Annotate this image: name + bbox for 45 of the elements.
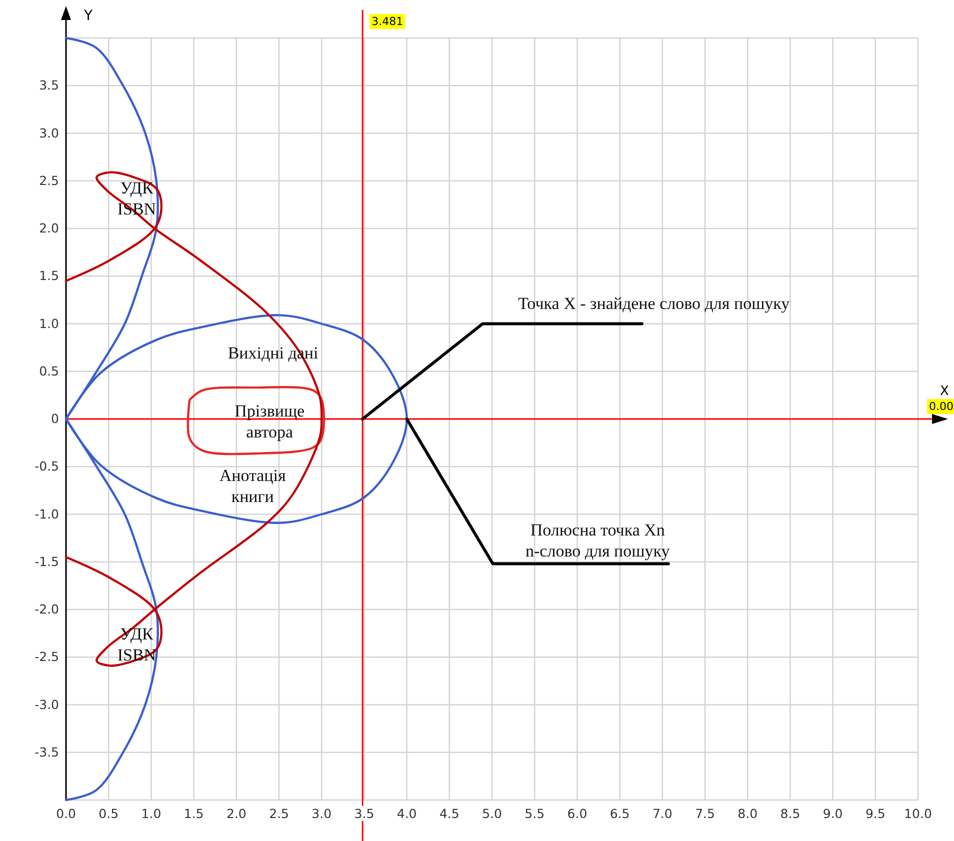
- y-tick-label: -3.0: [34, 696, 60, 712]
- x-tick-label: 5.5: [524, 806, 545, 821]
- y-tick-label: 0: [51, 411, 60, 426]
- x-tick-label: 9.5: [865, 806, 886, 821]
- x-tick-label: 2.5: [269, 806, 289, 821]
- ref-line-label: 0.00: [929, 400, 954, 413]
- x-tick-label: 10.0: [904, 806, 932, 821]
- ref-line-label: 3.481: [372, 15, 404, 28]
- x-tick-label: 2.0: [226, 806, 246, 821]
- x-tick-label: 0.5: [98, 806, 119, 821]
- annotation: Анотація книги: [219, 466, 286, 506]
- x-tick-label: 1.0: [141, 806, 162, 821]
- x-tick-label: 6.5: [610, 806, 630, 821]
- y-tick-label: 3.0: [39, 125, 60, 140]
- x-tick-label: 3.0: [312, 806, 332, 821]
- y-tick-label: 2.5: [39, 172, 59, 188]
- y-tick-label: 0.5: [39, 363, 59, 378]
- y-tick-label: -2.5: [34, 649, 59, 664]
- annotation: Прізвище автора: [234, 401, 305, 442]
- x-tick-label: 4.5: [439, 806, 460, 821]
- x-axis-title: X: [940, 384, 949, 399]
- x-tick-label: 6.0: [567, 806, 588, 821]
- annotation: Полюсна точка Хn n-слово для пошуку: [526, 520, 670, 560]
- x-tick-label: 1.5: [184, 806, 204, 821]
- x-tick-label: 0.0: [56, 806, 76, 821]
- y-tick-label: -0.5: [34, 458, 59, 474]
- x-tick-label: 7.0: [652, 806, 672, 821]
- line-series: [64, 171, 323, 667]
- y-axis-title: Y: [83, 8, 93, 24]
- x-tick-label: 5.0: [482, 806, 502, 821]
- y-tick-label: -3.5: [34, 744, 59, 760]
- y-tick-label: 1.5: [39, 268, 59, 284]
- x-tick-label: 4.0: [396, 806, 417, 821]
- x-tick-label: 7.5: [695, 806, 715, 821]
- x-tick-label: 9.0: [822, 806, 843, 821]
- y-tick-label: -1.5: [34, 554, 59, 569]
- x-tick-label: 3.5: [354, 806, 374, 821]
- y-tick-label: 3.5: [39, 78, 59, 93]
- y-tick-label: 1.0: [39, 316, 60, 331]
- x-tick-label: 8.0: [738, 806, 758, 821]
- y-tick-label: 2.0: [39, 220, 60, 236]
- annotation: Точка Х - знайдене слово для пошуку: [518, 294, 790, 313]
- y-tick-label: -1.0: [34, 506, 60, 522]
- y-tick-label: -2.0: [34, 602, 60, 616]
- x-tick-label: 8.5: [780, 806, 800, 821]
